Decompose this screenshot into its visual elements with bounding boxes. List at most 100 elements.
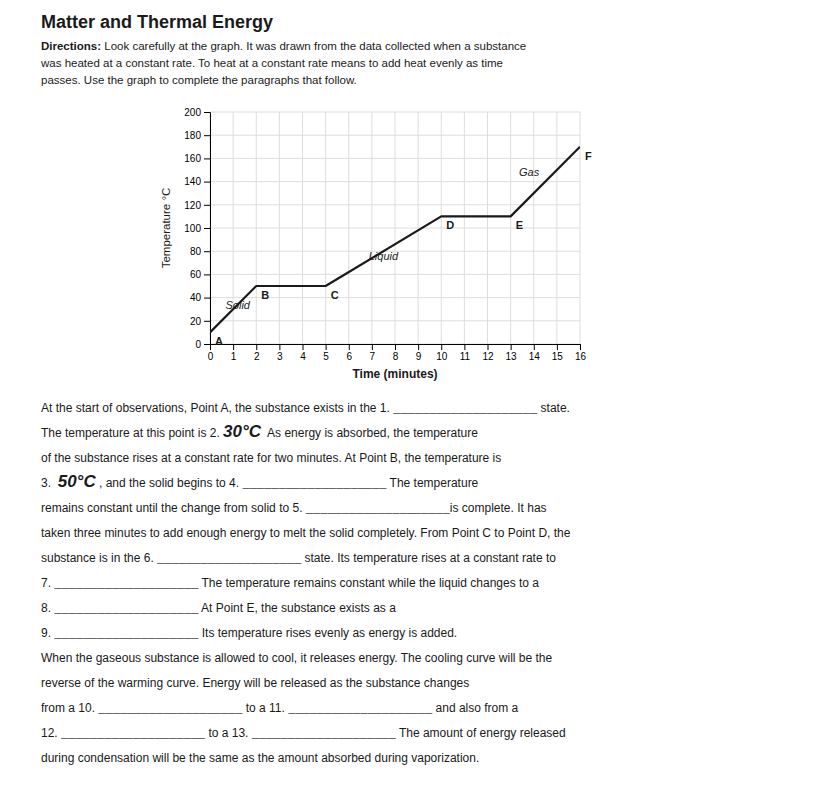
- paragraph-line: 7. ____________________ The temperature …: [41, 576, 539, 591]
- y-axis-tick: 80: [190, 246, 210, 257]
- paragraph-normal: 3.: [41, 476, 58, 490]
- x-axis-tick: 6: [346, 344, 352, 362]
- y-axis-line: [204, 113, 211, 345]
- x-axis-tick-label: 8: [393, 351, 399, 362]
- x-axis-tick-mark: [395, 344, 396, 350]
- paragraph-normal: remains constant until the change from s…: [41, 501, 306, 515]
- y-axis-tick: 120: [184, 200, 210, 211]
- x-axis-tick-label: 9: [416, 351, 422, 362]
- y-axis-tick: 40: [190, 292, 210, 303]
- y-axis-tick-label: 200: [184, 107, 201, 118]
- paragraph-normal: The temperature at this point is 2.: [41, 426, 223, 440]
- y-axis-tick: 100: [184, 223, 210, 234]
- heating-curve: [210, 147, 580, 333]
- y-axis-tick-mark: [204, 321, 210, 322]
- paragraph-line: At the start of observations, Point A, t…: [41, 401, 570, 416]
- grid-line-y: [210, 181, 580, 182]
- x-axis-tick-label: 14: [529, 351, 541, 362]
- paragraph-blank: ____________________: [156, 552, 302, 566]
- paragraph-normal: state.: [537, 401, 570, 415]
- paragraph-normal: during condensation will be the same as …: [41, 751, 479, 765]
- region-label: Gas: [519, 166, 540, 178]
- paragraph-normal: The amount of energy released: [396, 726, 566, 740]
- x-axis-tick: 15: [552, 344, 564, 362]
- x-axis-tick: 0: [208, 344, 214, 362]
- x-axis-tick: 3: [277, 344, 283, 362]
- x-axis-tick-mark: [303, 344, 304, 350]
- x-axis-tick-label: 5: [323, 351, 329, 362]
- grid-line-y: [210, 135, 580, 136]
- x-axis-tick-label: 7: [370, 351, 376, 362]
- y-axis-tick-label: 40: [190, 292, 202, 303]
- paragraph-line: remains constant until the change from s…: [41, 501, 547, 516]
- title: Matter and Thermal Energy: [41, 12, 273, 32]
- paragraph-blank: ____________________: [305, 502, 451, 516]
- x-axis-tick-mark: [279, 344, 280, 350]
- x-axis-line: [211, 345, 581, 351]
- paragraph-blank: ____________________: [251, 727, 397, 741]
- paragraph-line: 3. 50°C , and the solid begins to 4. ___…: [41, 472, 479, 491]
- grid-line-y: [210, 228, 580, 229]
- region-label: Solid: [226, 299, 251, 311]
- x-axis-tick-label: 16: [575, 351, 587, 362]
- grid-line-y: [210, 158, 580, 159]
- x-axis-tick: 9: [416, 344, 422, 362]
- y-axis-tick-label: 180: [184, 130, 201, 141]
- annotations: ABCDEFSolidLiquidGas: [215, 150, 592, 348]
- paragraph-normal: and also from a: [432, 701, 518, 715]
- point-label: C: [331, 289, 339, 301]
- grid: [210, 112, 580, 344]
- x-axis-tick-mark: [349, 344, 350, 350]
- x-axis-tick: 2: [254, 344, 260, 362]
- paragraph-blank: ____________________: [53, 627, 199, 641]
- x-axis-tick-mark: [372, 344, 373, 350]
- y-axis-tick-label: 80: [190, 246, 202, 257]
- x-axis-tick: 11: [460, 344, 471, 362]
- paragraph-normal: state. Its temperature rises at a consta…: [301, 551, 556, 565]
- y-axis-tick-mark: [204, 251, 210, 252]
- y-axis-tick: 160: [184, 153, 210, 164]
- paragraph-normal: Its temperature rises evenly as energy i…: [198, 626, 457, 640]
- directions-text: passes. Use the graph to complete the pa…: [41, 74, 357, 86]
- paragraph-normal: The temperature remains constant while t…: [198, 576, 539, 590]
- x-axis-tick-mark: [441, 344, 442, 350]
- y-axis-tick-mark: [204, 344, 210, 345]
- point-label: E: [516, 219, 523, 231]
- y-axis-tick: 0: [195, 339, 210, 350]
- plot: 0123456789101112131415160204060801001201…: [160, 107, 592, 381]
- paragraph-normal: from a 10.: [41, 701, 98, 715]
- paragraph-normal: As energy is absorbed, the temperature: [261, 426, 478, 440]
- directions-line: passes. Use the graph to complete the pa…: [41, 74, 357, 86]
- paragraph-answer: 50°C: [58, 472, 97, 491]
- x-axis-tick-label: 2: [254, 351, 260, 362]
- paragraph-normal: substance is in the 6.: [41, 551, 157, 565]
- point-label: B: [261, 289, 269, 301]
- x-axis-tick-mark: [326, 344, 327, 350]
- y-axis-title: Temperature °C: [160, 188, 172, 269]
- x-axis-tick: 1: [231, 344, 237, 362]
- y-axis-tick-mark: [204, 112, 210, 113]
- paragraph-blank: ____________________: [392, 402, 538, 416]
- paragraph-blank: ____________________: [241, 477, 387, 491]
- x-axis-tick-mark: [256, 344, 257, 350]
- paragraph-blank: ____________________: [287, 702, 433, 716]
- x-axis-tick: 10: [436, 344, 448, 362]
- y-axis-tick: 20: [190, 316, 210, 327]
- y-axis-tick: 200: [184, 107, 210, 118]
- x-axis-title: Time (minutes): [352, 367, 437, 381]
- y-axis-tick-label: 100: [184, 223, 201, 234]
- y-axis-tick-label: 140: [184, 176, 201, 187]
- paragraph-normal: 7.: [41, 576, 54, 590]
- paragraph-blank: ____________________: [53, 602, 199, 616]
- y-axis-tick-mark: [204, 298, 210, 299]
- grid-line-y: [210, 204, 580, 205]
- y-axis-tick-label: 160: [184, 153, 201, 164]
- x-axis-tick-mark: [464, 344, 465, 350]
- directions-line: Directions: Look carefully at the graph.…: [41, 40, 526, 52]
- y-axis-tick-label: 60: [190, 269, 202, 280]
- paragraph-line: When the gaseous substance is allowed to…: [41, 651, 553, 665]
- grid-line-y: [210, 274, 580, 275]
- paragraph-line: 9. ____________________ Its temperature …: [41, 626, 457, 641]
- paragraph-blank: ____________________: [60, 727, 206, 741]
- x-axis: 012345678910111213141516: [208, 344, 587, 362]
